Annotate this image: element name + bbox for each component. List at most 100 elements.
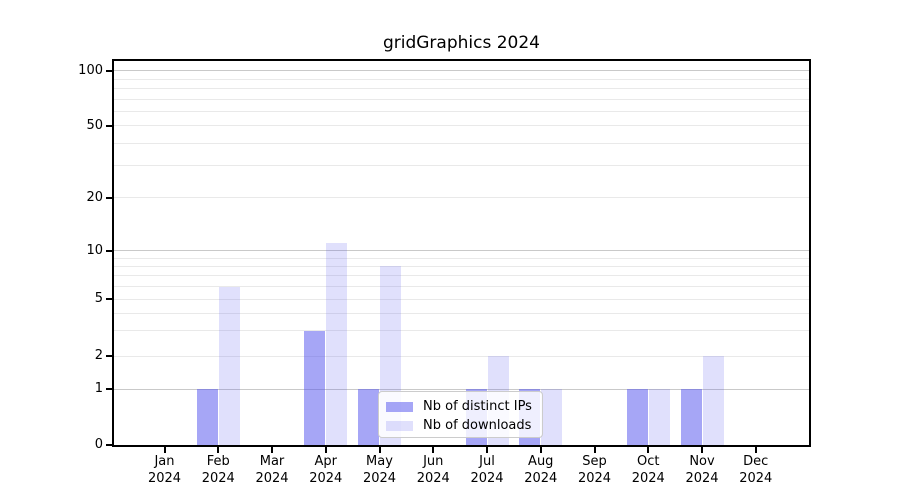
gridline-y-30: [114, 165, 809, 167]
x-tick-label-mar: Mar 2024: [240, 454, 304, 487]
x-tick-label-nov: Nov 2024: [670, 454, 734, 487]
x-tick-label-oct: Oct 2024: [616, 454, 680, 487]
x-tick-year: 2024: [631, 470, 665, 486]
x-tick-year: 2024: [739, 470, 773, 486]
y-tick-label-20: 20: [86, 189, 103, 205]
y-tick-label-0: 0: [94, 437, 103, 452]
x-tick-label-aug: Aug 2024: [509, 454, 573, 487]
legend-swatch-distinct-ips-icon: [386, 401, 413, 412]
y-tick-1: [106, 388, 112, 390]
y-tick-label-5: 5: [94, 291, 103, 307]
y-tick-0: [106, 444, 112, 446]
x-tick-month: Feb: [206, 454, 230, 469]
gridline-y-6: [114, 286, 809, 288]
gridline-y-4: [114, 312, 809, 314]
bar-oct-downloads: [648, 389, 670, 445]
legend-item-downloads: Nb of downloads: [379, 416, 542, 435]
bar-nov-downloads: [702, 356, 724, 445]
bar-apr-downloads: [326, 243, 348, 445]
gridline-y-10: [114, 250, 809, 252]
gridline-y-70: [114, 98, 809, 100]
x-tick-year: 2024: [577, 470, 612, 486]
y-tick-10: [106, 249, 112, 252]
legend-swatch-downloads-icon: [386, 420, 413, 431]
x-tick-jul: [486, 447, 488, 453]
y-tick-2: [106, 355, 112, 357]
y-tick-50: [106, 124, 112, 127]
x-tick-nov: [701, 447, 703, 453]
plot-area: [114, 61, 809, 445]
x-tick-label-jan: Jan 2024: [133, 454, 197, 487]
y-tick-100: [106, 69, 112, 72]
x-tick-month: Aug: [528, 454, 554, 469]
gridline-y-8: [114, 265, 809, 267]
bar-oct-distinct-ips: [626, 389, 648, 445]
x-tick-month: Dec: [743, 454, 769, 469]
x-tick-year: 2024: [255, 470, 289, 486]
legend-item-distinct-ips: Nb of distinct IPs: [379, 397, 542, 416]
x-tick-year: 2024: [201, 470, 235, 486]
x-tick-month: May: [366, 454, 393, 469]
x-tick-month: Nov: [689, 454, 715, 469]
x-tick-year: 2024: [685, 470, 719, 486]
x-tick-label-may: May 2024: [348, 454, 412, 487]
legend-label-downloads: Nb of downloads: [423, 417, 532, 433]
x-tick-oct: [647, 447, 650, 453]
chart-title: gridGraphics 2024: [382, 33, 541, 53]
y-tick-20: [106, 196, 112, 199]
gridline-y-1: [114, 388, 809, 390]
legend: Nb of distinct IPs Nb of downloads: [378, 391, 543, 438]
x-tick-label-dec: Dec 2024: [724, 454, 788, 487]
x-tick-month: Apr: [314, 454, 338, 469]
y-tick-label-10: 10: [86, 242, 103, 258]
gridline-y-40: [114, 142, 809, 144]
bar-aug-downloads: [541, 389, 563, 445]
gridline-y-3: [114, 330, 809, 332]
gridline-y-80: [114, 87, 809, 89]
x-tick-mar: [271, 447, 273, 453]
x-tick-year: 2024: [416, 470, 450, 486]
gridline-y-5: [114, 298, 809, 300]
y-tick-5: [106, 298, 112, 301]
y-tick-label-2: 2: [94, 348, 103, 363]
bar-apr-distinct-ips: [304, 330, 326, 445]
x-tick-month: Sep: [582, 454, 607, 469]
x-tick-label-jun: Jun 2024: [401, 454, 465, 487]
bar-nov-distinct-ips: [680, 389, 702, 445]
bar-feb-downloads: [218, 286, 240, 445]
gridline-y-7: [114, 275, 809, 277]
gridline-y-2: [114, 355, 809, 357]
y-tick-label-1: 1: [94, 381, 103, 396]
x-tick-aug: [539, 447, 542, 453]
x-tick-label-jul: Jul 2024: [455, 454, 519, 487]
x-tick-year: 2024: [470, 470, 504, 486]
y-tick-label-50: 50: [86, 117, 103, 133]
x-tick-apr: [324, 447, 327, 453]
bar-feb-distinct-ips: [196, 389, 218, 445]
x-tick-label-sep: Sep 2024: [563, 454, 627, 487]
x-tick-month: Jul: [479, 454, 495, 469]
gridline-y-9: [114, 257, 809, 259]
x-tick-dec: [754, 447, 757, 453]
x-tick-label-feb: Feb 2024: [186, 454, 250, 487]
x-tick-year: 2024: [362, 470, 397, 486]
x-tick-label-apr: Apr 2024: [294, 454, 358, 487]
bar-may-distinct-ips: [358, 389, 379, 445]
x-tick-month: Mar: [259, 454, 285, 469]
x-tick-year: 2024: [524, 470, 558, 486]
y-tick-label-100: 100: [78, 62, 103, 78]
gridline-y-50: [114, 125, 809, 127]
gridline-y-90: [114, 78, 809, 80]
x-tick-may: [378, 447, 381, 453]
x-tick-year: 2024: [147, 470, 182, 486]
x-tick-sep: [593, 447, 596, 453]
x-tick-month: Jun: [423, 454, 444, 469]
gridline-y-100: [114, 70, 809, 72]
gridline-y-60: [114, 110, 809, 112]
x-tick-feb: [217, 447, 220, 453]
x-tick-jan: [163, 447, 166, 453]
x-tick-year: 2024: [309, 470, 343, 486]
x-tick-jun: [432, 447, 435, 453]
x-tick-month: Oct: [637, 454, 660, 469]
